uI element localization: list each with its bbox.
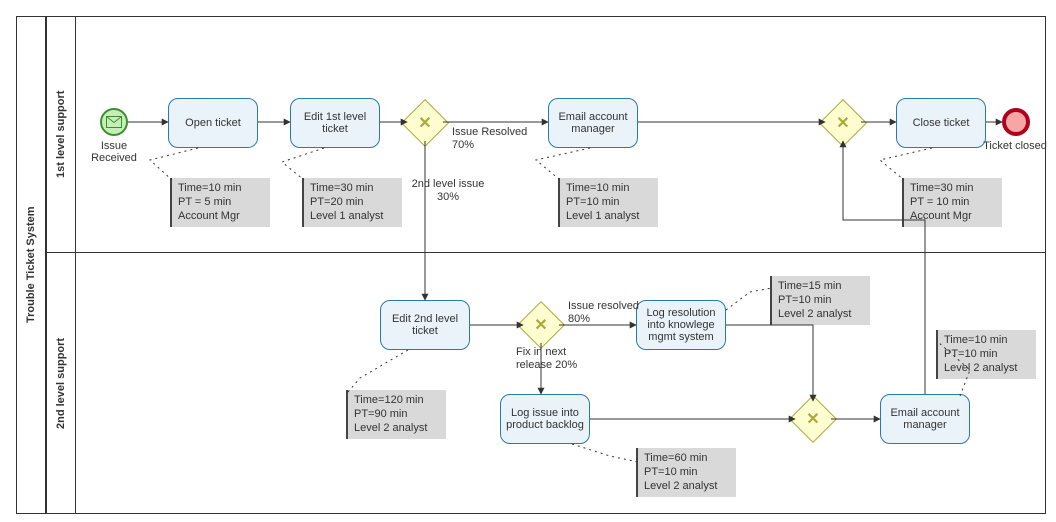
- annotation-line: PT=10 min: [566, 196, 652, 210]
- gateway-l2-split: ✕: [524, 308, 558, 342]
- gateway-l2-merge: ✕: [796, 402, 830, 436]
- flow-label-l2-30: 2nd level issue 30%: [404, 178, 492, 204]
- task-close-ticket: Close ticket: [896, 98, 986, 148]
- task-email-mgr-l1: Email account manager: [548, 98, 638, 148]
- annotation-line: Level 1 analyst: [566, 210, 652, 224]
- annotation-line: Time=10 min: [566, 182, 652, 196]
- gateway-l1-split: ✕: [408, 106, 442, 140]
- annotation-line: PT=10 min: [644, 466, 730, 480]
- annotation-close: Time=30 min PT = 10 min Account Mgr: [902, 178, 1002, 227]
- envelope-icon: [106, 116, 122, 128]
- task-open-ticket: Open ticket: [168, 98, 258, 148]
- annotation-edit-l1: Time=30 min PT=20 min Level 1 analyst: [302, 178, 402, 227]
- annotation-line: Time=15 min: [778, 280, 864, 294]
- annotation-line: Time=10 min: [178, 182, 264, 196]
- end-event: [1002, 108, 1030, 136]
- lane-title-bottom: 2nd level support: [46, 252, 76, 514]
- gateway-merge-top: ✕: [826, 106, 860, 140]
- start-event: [100, 108, 128, 136]
- annotation-line: Level 2 analyst: [644, 480, 730, 494]
- lane-title-top: 1st level support: [46, 16, 76, 252]
- annotation-email-l1: Time=10 min PT=10 min Level 1 analyst: [558, 178, 658, 227]
- lane-divider: [46, 252, 1046, 253]
- annotation-line: Time=120 min: [354, 394, 440, 408]
- annotation-email-l2: Time=10 min PT=10 min Level 2 analyst: [936, 330, 1036, 379]
- annotation-log-resolution: Time=15 min PT=10 min Level 2 analyst: [770, 276, 870, 325]
- annotation-log-backlog: Time=60 min PT=10 min Level 2 analyst: [636, 448, 736, 497]
- task-edit-l1: Edit 1st level ticket: [290, 98, 380, 148]
- annotation-line: Time=30 min: [910, 182, 996, 196]
- bpmn-diagram: Trouble Ticket System 1st level support …: [0, 0, 1056, 522]
- annotation-line: PT=20 min: [310, 196, 396, 210]
- annotation-line: Account Mgr: [178, 210, 264, 224]
- end-event-label: Ticket closed: [980, 140, 1050, 152]
- annotation-line: PT = 5 min: [178, 196, 264, 210]
- annotation-edit-l2: Time=120 min PT=90 min Level 2 analyst: [346, 390, 446, 439]
- annotation-line: PT=10 min: [944, 348, 1030, 362]
- annotation-line: Level 2 analyst: [944, 362, 1030, 376]
- annotation-line: Account Mgr: [910, 210, 996, 224]
- annotation-line: Level 2 analyst: [778, 308, 864, 322]
- annotation-line: Level 1 analyst: [310, 210, 396, 224]
- pool-title: Trouble Ticket System: [16, 16, 46, 514]
- annotation-open-ticket: Time=10 min PT = 5 min Account Mgr: [170, 178, 270, 227]
- start-event-label: Issue Received: [86, 140, 142, 164]
- flow-label-resolved-70: Issue Resolved 70%: [452, 126, 540, 152]
- task-log-backlog: Log issue into product backlog: [500, 394, 590, 444]
- annotation-line: PT = 10 min: [910, 196, 996, 210]
- annotation-line: Time=30 min: [310, 182, 396, 196]
- annotation-line: PT=10 min: [778, 294, 864, 308]
- annotation-line: Time=10 min: [944, 334, 1030, 348]
- flow-label-resolved-80: Issue resolved 80%: [568, 300, 658, 326]
- task-email-mgr-l2: Email account manager: [880, 394, 970, 444]
- flow-label-fix-20: Fix in next release 20%: [516, 346, 596, 372]
- annotation-line: PT=90 min: [354, 408, 440, 422]
- annotation-line: Time=60 min: [644, 452, 730, 466]
- annotation-line: Level 2 analyst: [354, 422, 440, 436]
- task-edit-l2: Edit 2nd level ticket: [380, 300, 470, 350]
